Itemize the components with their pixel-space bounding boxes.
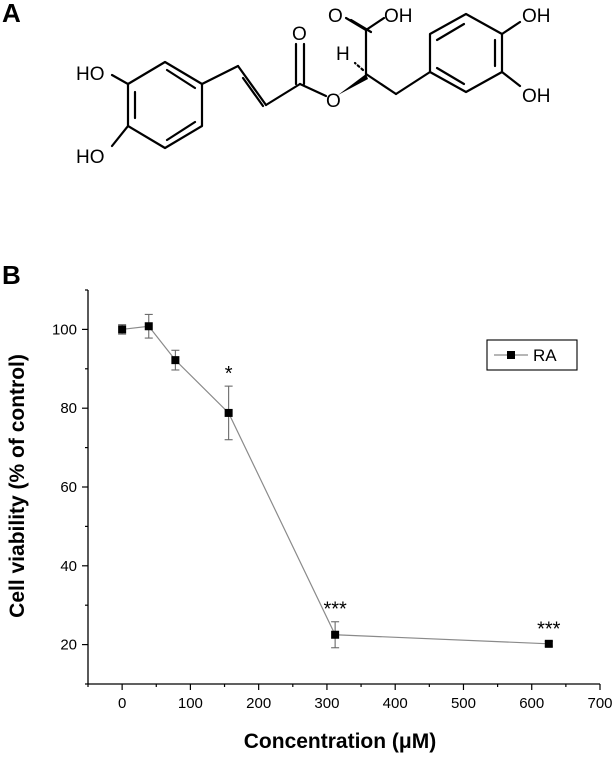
acrylate-chain	[200, 42, 328, 108]
data-point	[544, 639, 553, 648]
y-axis-title: Cell viability (% of control)	[6, 354, 29, 618]
left-benzene-ring	[110, 60, 204, 150]
y-tick-label: 20	[60, 637, 77, 654]
stereocenter	[338, 16, 432, 96]
ho-top-left-label: HO	[76, 64, 105, 85]
x-tick-label: 400	[383, 695, 408, 712]
significance-marker: ***	[537, 618, 561, 640]
acid-oxygen-label: O	[328, 6, 343, 27]
data-point	[331, 630, 340, 639]
x-tick-label: 100	[178, 695, 203, 712]
ester-oxygen-label: O	[326, 91, 341, 112]
chart-series: *******	[118, 313, 561, 649]
significance-marker: *	[225, 363, 233, 385]
legend-marker	[507, 351, 515, 359]
carbonyl-oxygen-label: O	[292, 24, 307, 45]
data-point	[171, 356, 180, 365]
y-tick-label: 100	[52, 321, 77, 338]
significance-marker: ***	[323, 599, 347, 621]
y-tick-label: 60	[60, 479, 77, 496]
legend-label: RA	[533, 346, 557, 365]
x-tick-label: 600	[519, 695, 544, 712]
data-point	[144, 322, 153, 331]
right-benzene-ring	[428, 12, 522, 94]
acid-oh-label: OH	[384, 6, 413, 27]
oh-top-right-label: OH	[522, 6, 551, 27]
stereo-hydrogen-label: H	[336, 44, 350, 65]
oh-bottom-right-label: OH	[522, 86, 551, 107]
x-tick-label: 700	[587, 695, 612, 712]
data-point	[118, 325, 127, 334]
series-line-ra	[122, 325, 549, 645]
y-tick-label: 40	[60, 558, 77, 575]
x-axis-title: Concentration (μM)	[244, 730, 437, 753]
x-tick-label: 0	[118, 695, 126, 712]
panel-b-label: B	[2, 260, 21, 290]
ho-bottom-left-label: HO	[76, 147, 105, 168]
y-tick-label: 80	[60, 400, 77, 417]
x-tick-label: 200	[246, 695, 271, 712]
x-tick-label: 300	[314, 695, 339, 712]
panel-a-label: A	[2, 0, 21, 28]
molecule-structure: HO HO O O H O OH OH OH	[76, 6, 551, 168]
chart-legend: RA	[486, 339, 578, 371]
x-tick-label: 500	[451, 695, 476, 712]
chart-axes: 20 40 60 80 100 0 100 200 300 400 500 600 700	[52, 289, 613, 712]
data-point	[224, 408, 233, 417]
